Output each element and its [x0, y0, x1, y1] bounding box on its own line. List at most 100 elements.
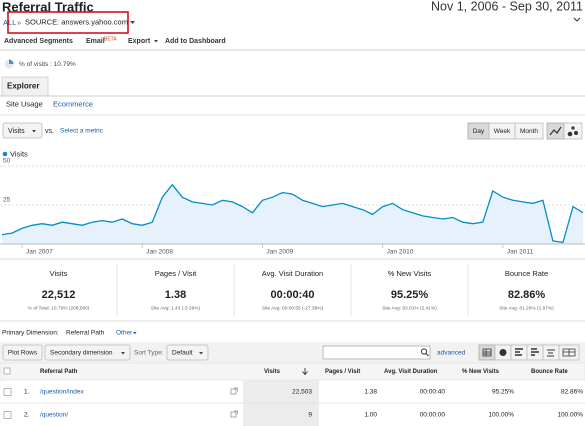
row-path-link[interactable]: /question/index [40, 389, 84, 396]
vs-label: vs. [45, 128, 54, 135]
export[interactable]: Export [128, 38, 151, 45]
table-toolbar [0, 342, 585, 363]
icon [482, 348, 492, 357]
motion-icon [571, 126, 575, 130]
page-title: Referral Traffic [2, 0, 94, 14]
metric-value: 95.25% [391, 289, 429, 301]
sort-type-label: Sort Type: [134, 350, 164, 357]
dropdown-arrow[interactable] [199, 352, 203, 355]
advanced-search[interactable]: advanced [437, 350, 466, 357]
header-checkbox[interactable] [3, 367, 11, 375]
legend-marker [2, 151, 8, 157]
metric-note: Site Avg: 93.01% (2.41%) [382, 305, 437, 311]
metric-note: Site Avg: 81.26% (1.97%) [499, 305, 554, 311]
column-header[interactable]: Pages / Visit [325, 369, 360, 375]
icon [515, 348, 523, 356]
metric-value: 22,512 [42, 289, 76, 301]
cell: 100.00% [488, 412, 514, 419]
chart-area: 25 50 Jan 2007 Jan 2008 Jan 2009 Jan 2010 Jan … [0, 158, 585, 256]
date-range[interactable]: Nov 1, 2006 - Sep 30, 2011 [431, 0, 583, 13]
dropdown-arrow[interactable] [133, 332, 137, 335]
day-label[interactable]: Day [473, 128, 485, 135]
segment-icon-slice [9, 59, 14, 64]
cell: 1.38 [364, 389, 377, 396]
motion-icon [574, 131, 578, 135]
month-label[interactable]: Month [520, 128, 538, 135]
column-header[interactable]: Referral Path [40, 369, 78, 375]
site-usage-tab[interactable]: Site Usage [6, 99, 43, 108]
ecommerce-tab[interactable]: Ecommerce [53, 99, 93, 108]
column-header[interactable]: Avg. Visit Duration [384, 369, 438, 375]
metric-value: 1.38 [165, 289, 186, 301]
add-to-dashboard[interactable]: Add to Dashboard [165, 38, 226, 45]
row-checkbox[interactable] [3, 388, 12, 396]
icon [562, 348, 576, 357]
search-icon[interactable] [420, 348, 428, 355]
sort-arrow[interactable] [302, 368, 308, 376]
dimension-other[interactable]: Other [116, 330, 133, 337]
select-metric[interactable]: Select a metric [60, 128, 104, 135]
cell: 1. [24, 389, 30, 396]
search-box[interactable] [322, 345, 431, 360]
explorer-tab-label[interactable]: Explorer [7, 82, 39, 91]
icon [547, 349, 555, 357]
cell: 82.86% [561, 389, 583, 396]
sort-type-value[interactable]: Default [172, 350, 193, 357]
highlight-box [7, 11, 129, 34]
plot-rows-label[interactable]: Plot Rows [8, 350, 38, 357]
cell: 00:00:00 [420, 412, 446, 419]
x-tick-label: Jan 2011 [507, 249, 534, 256]
metric-value: 00:00:40 [270, 289, 314, 301]
x-tick-label: Jan 2008 [146, 249, 173, 256]
icon [531, 348, 539, 356]
export-arrow[interactable] [154, 40, 158, 43]
advanced-segments[interactable]: Advanced Segments [4, 38, 73, 45]
metric-note: % of Total: 10.79% (208,580) [28, 305, 90, 311]
secondary-dimension-label[interactable]: Secondary dimension [50, 350, 113, 357]
view-buttons[interactable] [478, 344, 580, 361]
metric-dropdown[interactable] [2, 122, 43, 139]
x-tick-label: Jan 2010 [387, 249, 414, 256]
metric-note: Site Avg: 1.43 (-3.39%) [151, 305, 201, 311]
week-label[interactable]: Week [494, 128, 511, 135]
row-checkbox[interactable] [3, 411, 12, 419]
column-header[interactable]: Bounce Rate [531, 369, 568, 375]
column-header[interactable]: % New Visits [462, 369, 500, 375]
date-dropdown-arrow[interactable] [573, 17, 581, 22]
dimension-current: Referral Path [66, 330, 105, 337]
dropdown-arrow[interactable] [121, 352, 125, 355]
y-tick-label: 25 [3, 197, 11, 204]
search-icon[interactable] [425, 353, 429, 357]
cell: 22,503 [292, 389, 312, 396]
cell: 95.25% [492, 389, 514, 396]
metric-dropdown-label[interactable]: Visits [8, 128, 25, 135]
y-tick-label: 50 [3, 158, 11, 165]
dropdown-arrow[interactable] [32, 130, 36, 133]
data-table: Referral Path Visits Pages / Visit Avg. Vis… [3, 367, 583, 419]
table-view-button[interactable] [478, 344, 496, 361]
beta-badge: BETA [104, 36, 117, 42]
breadcrumb-dropdown[interactable] [130, 21, 135, 24]
motion-chart-button[interactable] [563, 122, 583, 140]
external-link-icon[interactable] [230, 410, 238, 418]
secondary-dimension-button[interactable] [44, 344, 131, 361]
external-link-icon[interactable] [230, 387, 238, 395]
metric-label: Avg. Visit Duration [262, 269, 323, 278]
sort-type-button[interactable] [166, 344, 209, 361]
email[interactable]: Email [86, 38, 105, 45]
cell: 2. [24, 412, 30, 419]
cell: 00:00:40 [420, 389, 446, 396]
row-path-link[interactable]: /question/ [40, 412, 68, 419]
metric-label: Visits [50, 269, 68, 278]
metric-note: Site Avg: 00:00:55 (-27.38%) [262, 305, 324, 311]
breadcrumb-root[interactable]: ALL [3, 18, 16, 27]
metrics-row: Visits 22,512 % of Total: 10.79% (208,580)… [28, 264, 554, 316]
motion-icon [567, 131, 573, 137]
month-button[interactable] [514, 122, 544, 140]
metric-value: 82.86% [508, 289, 546, 301]
column-header[interactable]: Visits [264, 369, 281, 375]
x-tick-label: Jan 2009 [266, 249, 293, 256]
area [2, 184, 583, 244]
cell: 100.00% [557, 412, 583, 419]
plot-rows-button[interactable] [2, 344, 43, 361]
